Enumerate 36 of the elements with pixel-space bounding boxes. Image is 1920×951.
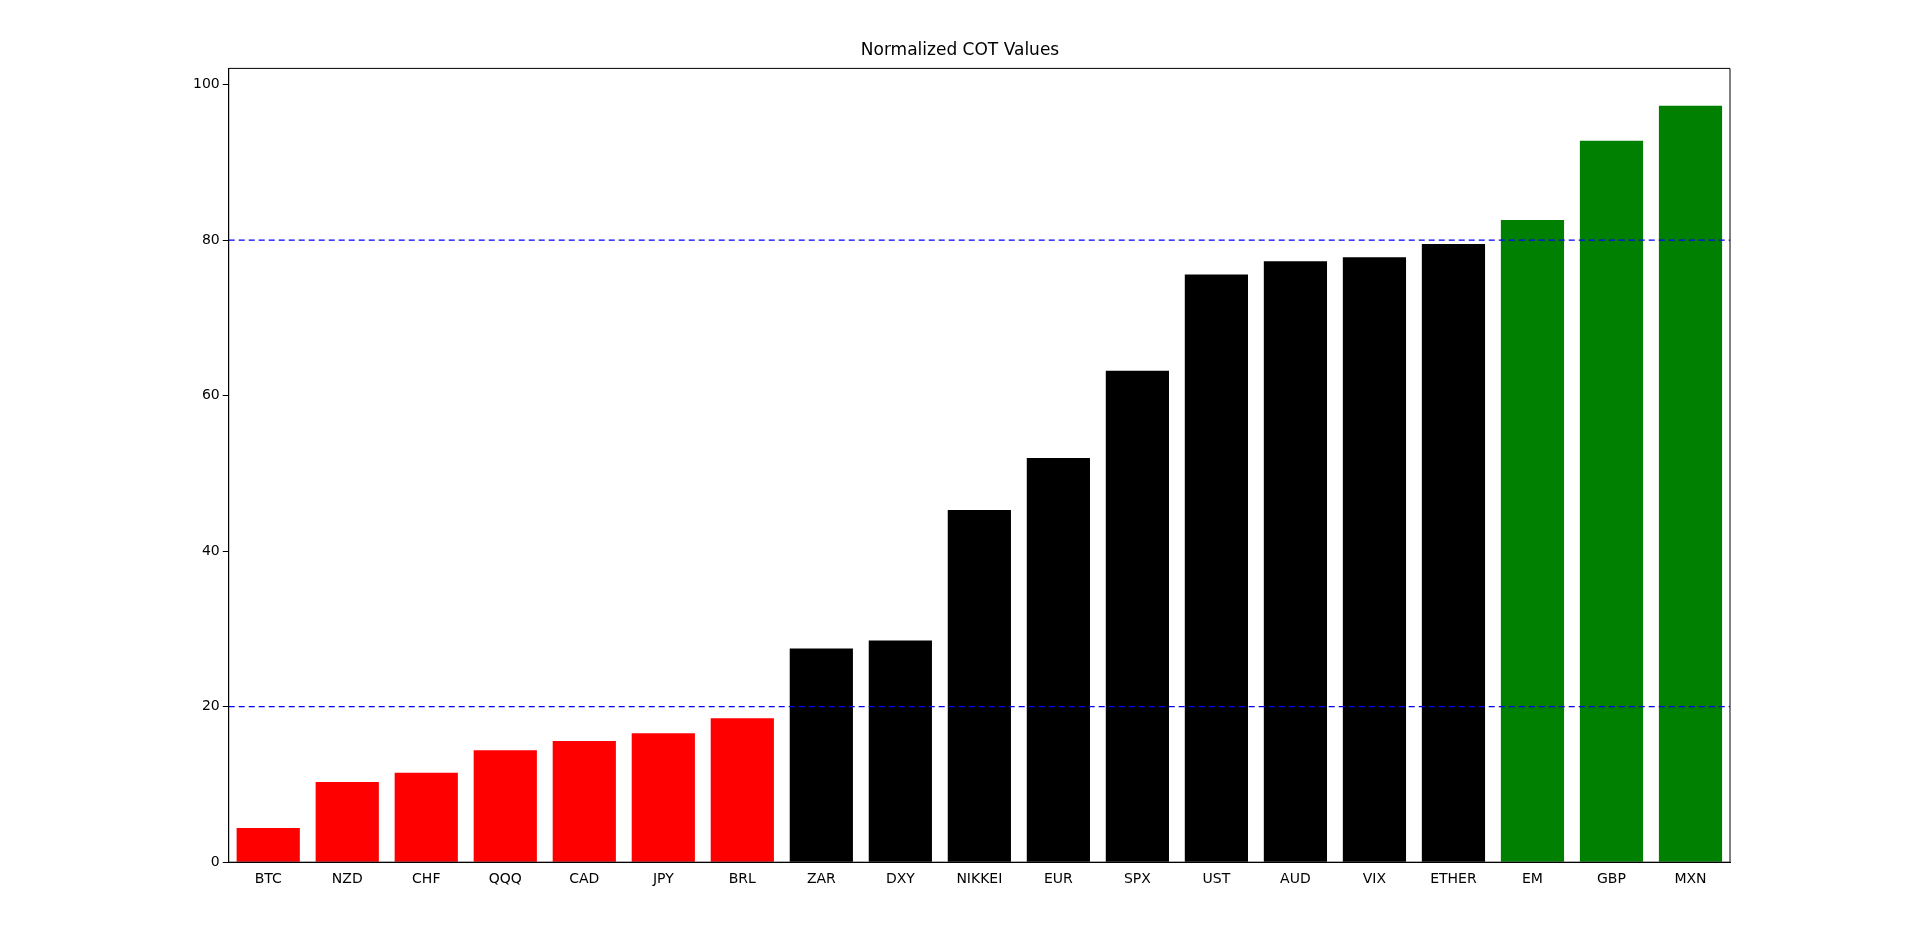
bar (631, 733, 695, 862)
x-tick-label: BTC (254, 870, 282, 887)
bar (394, 772, 458, 862)
bar (552, 740, 616, 862)
x-tick-label: NZD (331, 870, 363, 887)
bar (1658, 105, 1723, 862)
x-tick-label: QQQ (488, 870, 522, 887)
x-tick-label: CHF (412, 870, 441, 887)
x-tick-label: EUR (1043, 870, 1074, 887)
y-tick-label: 0 (210, 852, 220, 869)
x-tick-label: EM (1521, 870, 1543, 887)
x-tick-label: ZAR (806, 870, 837, 887)
x-tick-label: VIX (1362, 870, 1387, 887)
y-tick-label: 40 (201, 541, 220, 558)
x-tick-label: NIKKEI (956, 870, 1003, 887)
x-tick-label: GBP (1597, 870, 1626, 887)
x-tick-label: UST (1202, 870, 1231, 887)
bar (710, 718, 774, 862)
bar (236, 827, 300, 862)
y-tick-label: 80 (201, 230, 220, 247)
x-tick-label: AUD (1280, 870, 1311, 887)
x-tick-label: MXN (1674, 870, 1707, 887)
x-tick-label: JPY (651, 870, 675, 887)
chart-title: Normalized COT Values (860, 38, 1060, 59)
bar (1500, 220, 1565, 862)
x-tick-label: SPX (1123, 870, 1152, 887)
bar (473, 750, 537, 862)
y-tick-label: 100 (192, 75, 220, 92)
y-tick-label: 60 (201, 386, 220, 403)
x-tick-label: BRL (728, 870, 757, 887)
bar (315, 782, 379, 862)
x-tick-label: DXY (885, 870, 916, 887)
x-tick-label: ETHER (1430, 870, 1477, 887)
y-tick-label: 20 (201, 697, 220, 714)
x-tick-label: CAD (569, 870, 600, 887)
bar (1579, 140, 1644, 862)
